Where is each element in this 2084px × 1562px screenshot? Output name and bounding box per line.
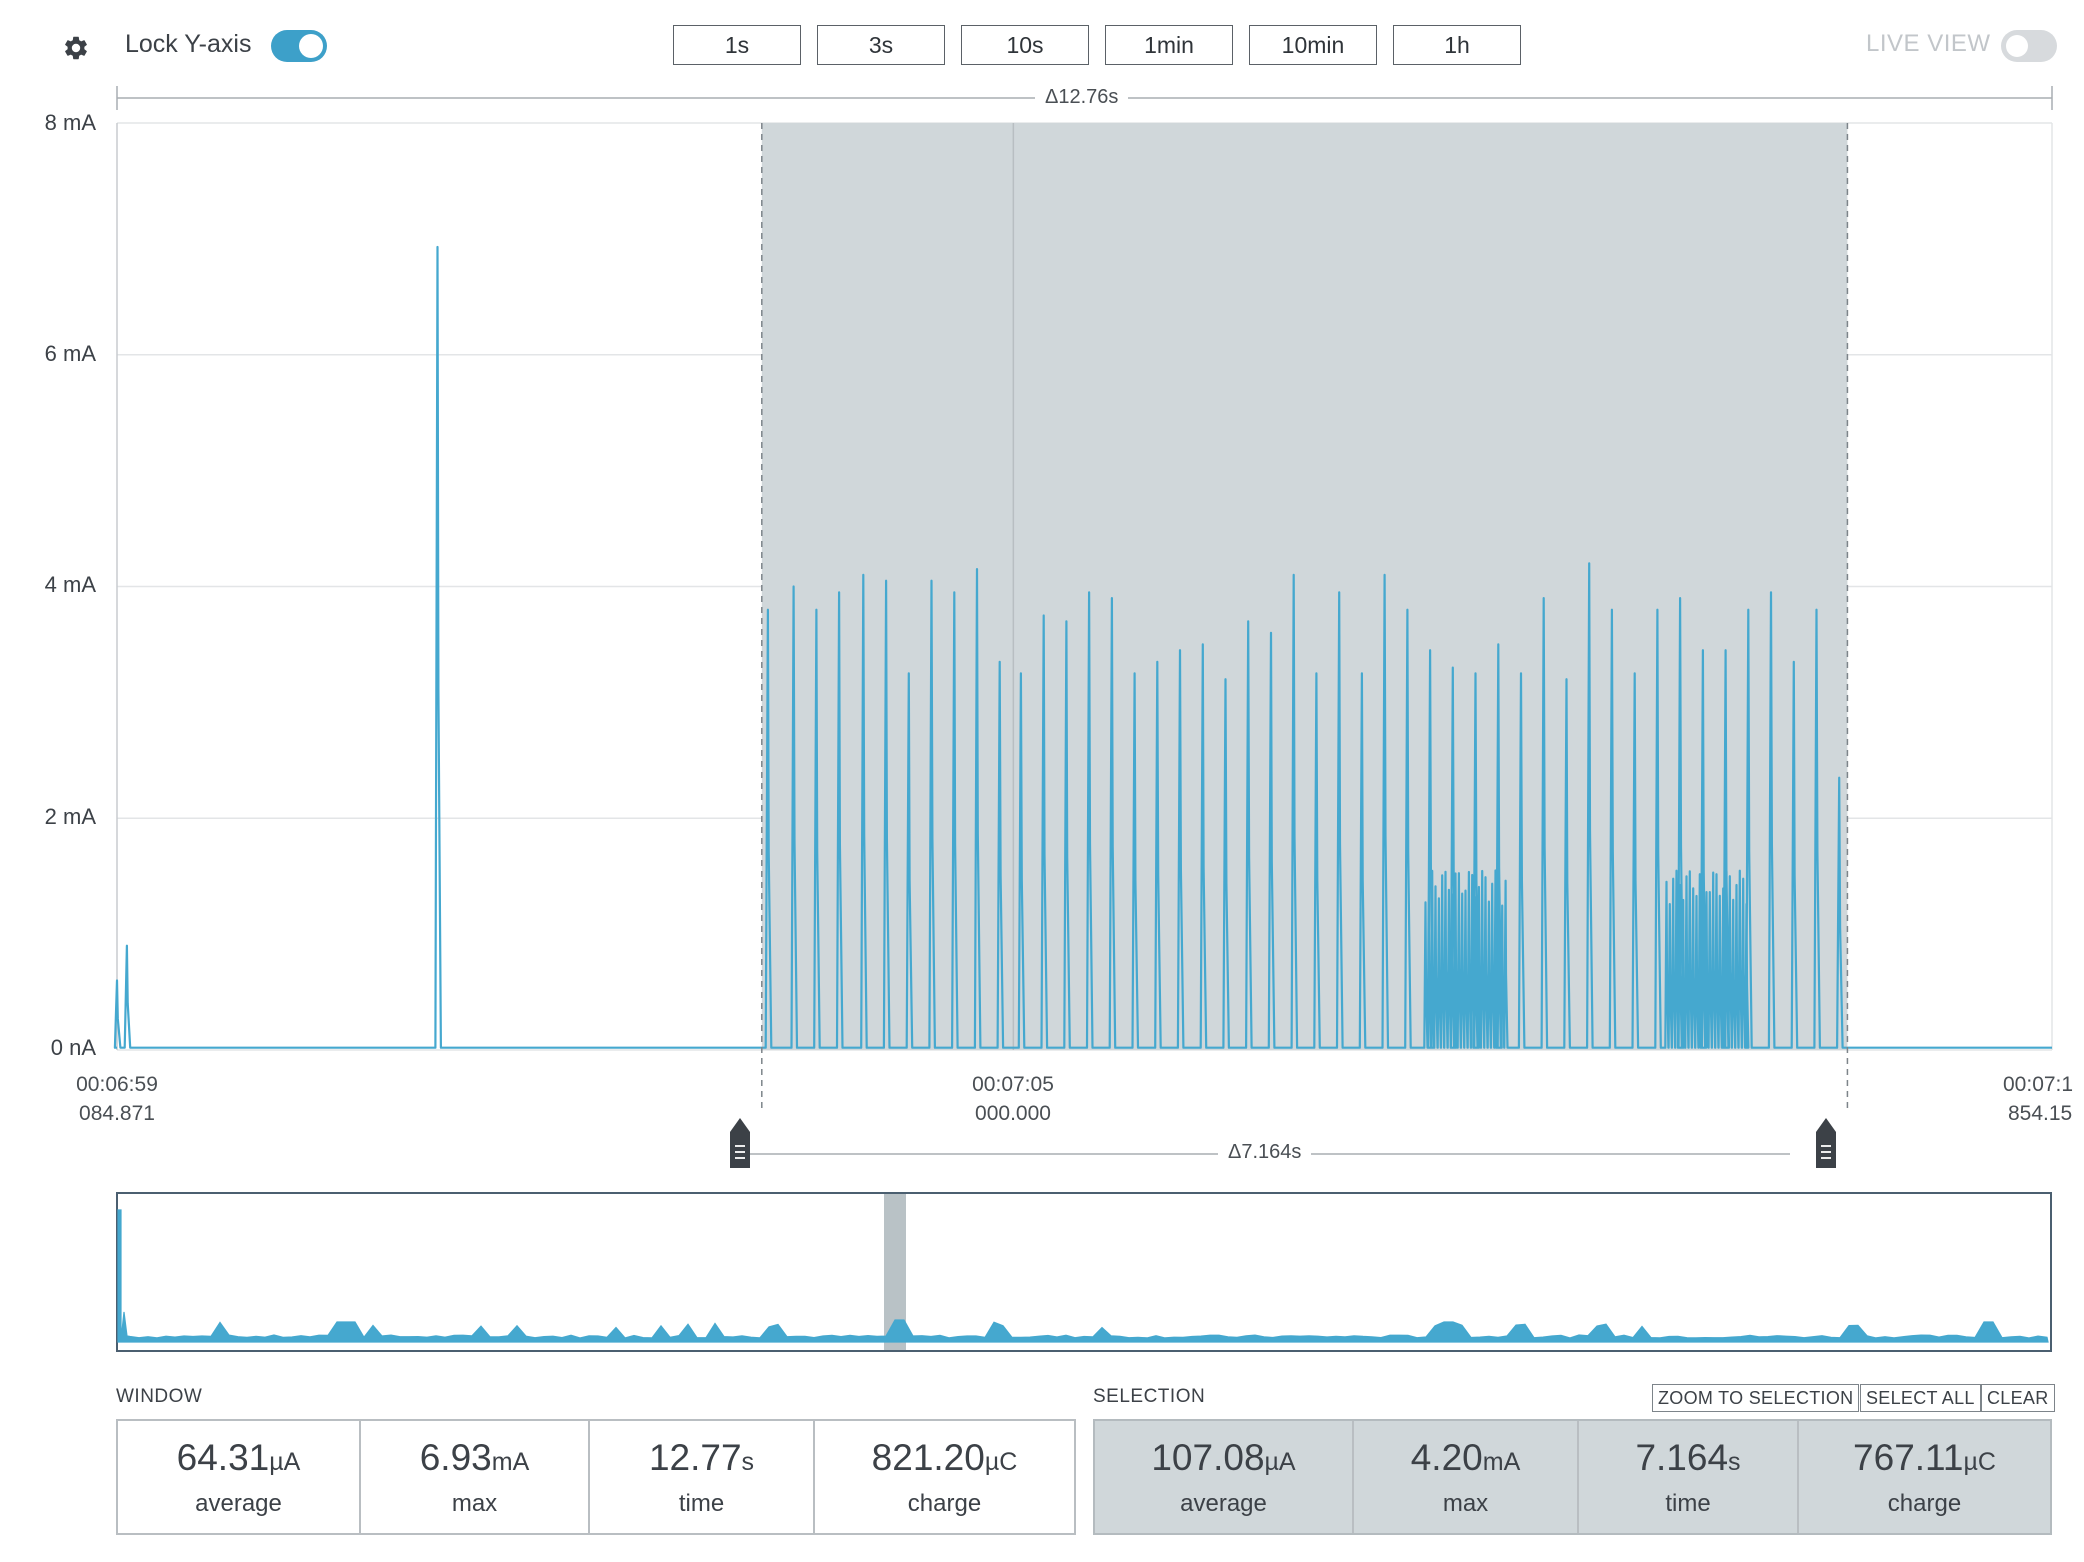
range-1h-button[interactable]: 1h [1393, 25, 1521, 65]
stat-value: 767.11µC [1853, 1436, 1996, 1484]
stat-unit: mA [1482, 1448, 1521, 1476]
selection-region[interactable] [761, 123, 1848, 1050]
stat-unit: mA [491, 1448, 530, 1476]
stat-unit: s [1728, 1448, 1741, 1476]
stat-value: 7.164s [1635, 1436, 1740, 1484]
x-tick-time: 00:06:59 [76, 1073, 158, 1096]
overview-minimap[interactable] [116, 1192, 2052, 1352]
range-10s-button[interactable]: 10s [961, 25, 1089, 65]
y-tick-label: 0 nA [50, 1035, 96, 1060]
toggle-knob [2006, 35, 2028, 57]
stat-value: 64.31µA [177, 1436, 301, 1484]
stat-value: 6.93mA [420, 1436, 530, 1484]
live-view-toggle[interactable] [2001, 30, 2057, 62]
stat-number: 107.08 [1151, 1437, 1265, 1478]
selection-handle-icon[interactable] [730, 1118, 750, 1168]
y-tick-label: 6 mA [44, 341, 96, 366]
y-tick-label: 8 mA [44, 110, 96, 135]
clear-button[interactable]: CLEAR [1981, 1384, 2055, 1412]
x-tick-time: 00:07:1 [2003, 1073, 2074, 1096]
stat-average: 64.31µA average [118, 1421, 361, 1533]
x-tick-sub: 854.15 [2008, 1102, 2073, 1125]
stat-unit: µC [984, 1448, 1018, 1476]
window-section-label: WINDOW [116, 1386, 203, 1407]
stat-value: 107.08µA [1151, 1436, 1295, 1484]
y-tick-label: 2 mA [44, 804, 96, 829]
selection-handle-icon[interactable] [1816, 1118, 1836, 1168]
range-1s-button[interactable]: 1s [673, 25, 801, 65]
stat-value: 4.20mA [1411, 1436, 1521, 1484]
x-tick-time: 00:07:05 [972, 1073, 1054, 1096]
stat-unit: µA [269, 1448, 301, 1476]
zoom-to-selection-button[interactable]: ZOOM TO SELECTION [1652, 1384, 1860, 1412]
stat-number: 6.93 [419, 1437, 492, 1478]
stat-name: max [1442, 1490, 1489, 1517]
x-tick-label: 00:06:59 084.871 [47, 1070, 187, 1128]
stat-number: 12.77 [648, 1437, 742, 1478]
stat-name: charge [907, 1490, 982, 1517]
range-3s-button[interactable]: 3s [817, 25, 945, 65]
stat-name: time [678, 1490, 725, 1517]
stat-unit: s [741, 1448, 755, 1476]
current-chart[interactable] [0, 0, 2084, 1200]
window-delta-label: Δ12.76s [1035, 86, 1129, 109]
select-all-button[interactable]: SELECT ALL [1860, 1384, 1981, 1412]
selection-delta-label: Δ7.164s [1218, 1141, 1312, 1164]
lock-y-axis-label: Lock Y-axis [125, 30, 252, 58]
stat-number: 64.31 [176, 1437, 270, 1478]
gear-icon[interactable] [62, 34, 90, 62]
stat-average: 107.08µA average [1095, 1421, 1354, 1533]
stat-time: 12.77s time [590, 1421, 815, 1533]
selection-stats: 107.08µA average 4.20mA max 7.164s time … [1093, 1419, 2052, 1535]
current-trace [113, 245, 2053, 1049]
x-tick-label: 00:07:1 854.15 [2003, 1070, 2084, 1128]
y-tick-label: 4 mA [44, 572, 96, 597]
range-10min-button[interactable]: 10min [1249, 25, 1377, 65]
toggle-knob [299, 34, 323, 58]
selection-handles [730, 1118, 1836, 1168]
stat-unit: µC [1963, 1448, 1996, 1476]
stat-name: charge [1887, 1490, 1962, 1517]
x-tick-sub: 084.871 [79, 1102, 155, 1125]
stat-number: 4.20 [1410, 1437, 1483, 1478]
stat-charge: 821.20µC charge [815, 1421, 1074, 1533]
stat-unit: µA [1264, 1448, 1296, 1476]
range-1min-button[interactable]: 1min [1105, 25, 1233, 65]
stat-number: 767.11 [1853, 1437, 1964, 1478]
stat-max: 6.93mA max [361, 1421, 590, 1533]
minimap-trace [117, 1209, 2049, 1343]
stat-name: max [451, 1490, 498, 1517]
stat-time: 7.164s time [1579, 1421, 1799, 1533]
x-tick-label: 00:07:05 000.000 [943, 1070, 1083, 1128]
stat-value: 12.77s [649, 1436, 754, 1484]
selection-section-label: SELECTION [1093, 1386, 1206, 1407]
stat-value: 821.20µC [872, 1436, 1018, 1484]
stat-name: time [1665, 1490, 1711, 1517]
minimap-window-indicator[interactable] [884, 1194, 906, 1350]
stat-name: average [195, 1490, 282, 1517]
window-stats: 64.31µA average 6.93mA max 12.77s time 8… [116, 1419, 1076, 1535]
stat-number: 7.164 [1635, 1437, 1729, 1478]
live-view-label: LIVE VIEW [1866, 30, 1991, 57]
stat-number: 821.20 [871, 1437, 985, 1478]
stat-charge: 767.11µC charge [1799, 1421, 2050, 1533]
x-tick-sub: 000.000 [975, 1102, 1051, 1125]
stat-max: 4.20mA max [1354, 1421, 1579, 1533]
lock-y-axis-toggle[interactable] [271, 30, 327, 62]
stat-name: average [1180, 1490, 1267, 1517]
